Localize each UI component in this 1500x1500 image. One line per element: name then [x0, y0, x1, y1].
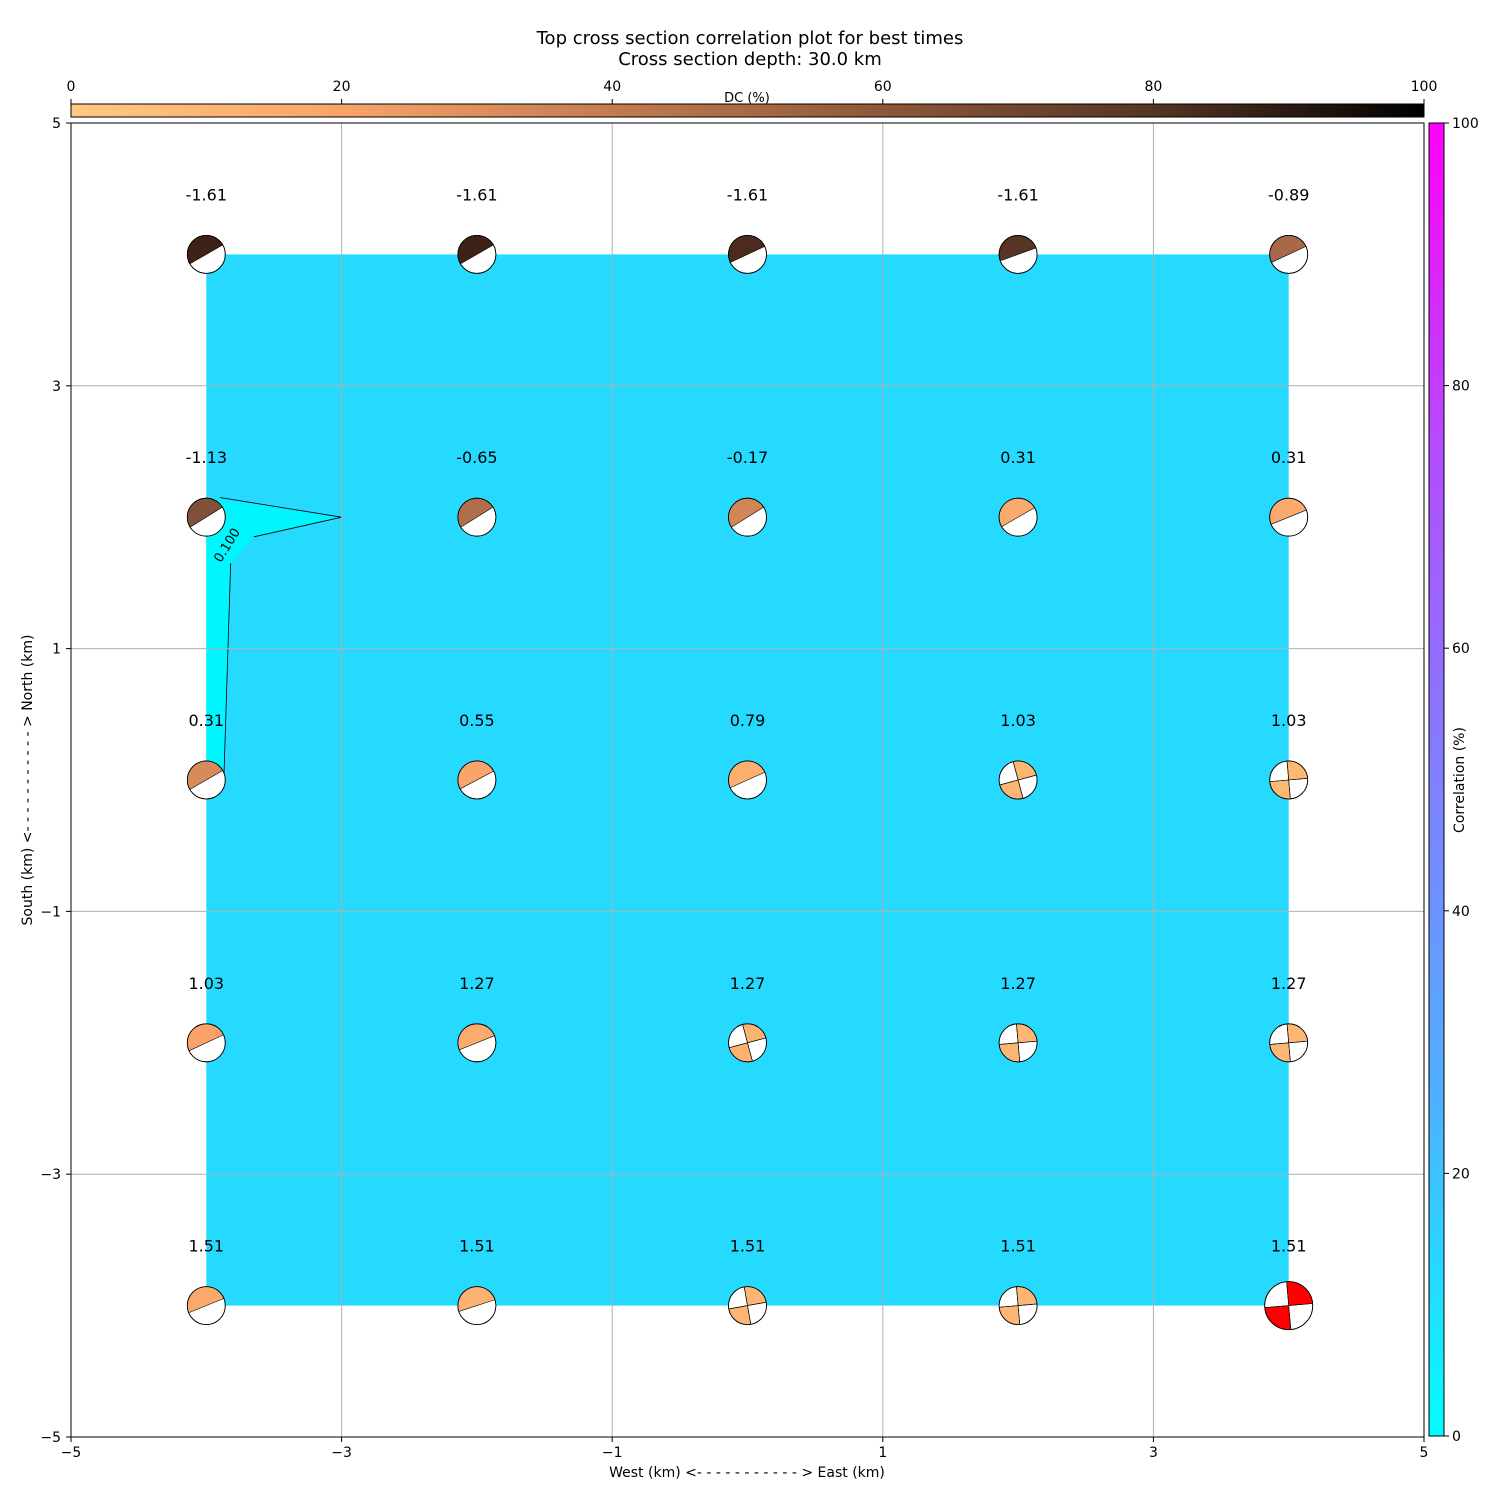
beachball	[1269, 760, 1309, 800]
beachball-value-label: -1.61	[456, 185, 497, 204]
dc-tick-label: 60	[874, 79, 892, 95]
beachball-value-label: -0.17	[727, 448, 768, 467]
axes-frame	[70, 122, 1425, 1438]
beachball-markers: -1.61 -1.61 -1.61 -1.61 -0.89 -1.13 -0.65 -0.17…	[186, 185, 1314, 1330]
beachball	[998, 1023, 1038, 1063]
y-tick-label: 5	[52, 116, 61, 132]
beachball	[186, 234, 226, 274]
beachball-value-label: -1.61	[186, 185, 227, 204]
beachball	[728, 760, 767, 800]
beachball	[457, 497, 497, 537]
y-tick-label: 1	[52, 642, 61, 658]
beachball-value-label: -1.61	[727, 185, 768, 204]
correlation-colorbar-label: Correlation (%)	[1452, 727, 1468, 833]
beachball	[457, 1286, 497, 1325]
beachball	[728, 1023, 767, 1063]
beachball	[457, 234, 497, 274]
beachball-value-label: 0.55	[459, 711, 495, 730]
y-tick-label: −3	[40, 1167, 61, 1183]
beachball	[1269, 234, 1309, 274]
dc-colorbar-label: DC (%)	[724, 91, 770, 106]
dc-colorbar: 0 20 40 60 80 100 DC (%)	[67, 79, 1438, 118]
beachball-value-label: -0.65	[456, 448, 497, 467]
beachball	[1264, 1281, 1314, 1330]
dc-tick-label: 40	[603, 79, 621, 95]
correlation-tick-label: 60	[1452, 641, 1470, 657]
x-tick-label: −5	[61, 1445, 82, 1461]
beachball-value-label: 0.79	[730, 711, 766, 730]
chart-subtitle: Cross section depth: 30.0 km	[618, 49, 882, 70]
dc-tick-label: 100	[1411, 79, 1438, 95]
beachball-value-label: 1.03	[188, 974, 224, 993]
y-tick-label: 3	[52, 379, 61, 395]
beachball-value-label: 1.51	[730, 1237, 766, 1256]
x-axis-label: West (km) <- - - - - - - - - - - > East …	[609, 1465, 885, 1481]
dc-colorbar-gradient	[70, 103, 1425, 118]
beachball	[998, 1286, 1038, 1325]
chart-title: Top cross section correlation plot for b…	[536, 28, 964, 49]
x-tick-label: −1	[602, 1445, 623, 1461]
x-tick-label: 1	[878, 1445, 887, 1461]
beachball-value-label: 0.31	[188, 711, 224, 730]
dc-tick-label: 0	[67, 79, 76, 95]
beachball	[998, 760, 1038, 800]
beachball-value-label: 1.27	[1000, 974, 1036, 993]
x-tick-label: 5	[1420, 1445, 1429, 1461]
beachball-value-label: 1.27	[730, 974, 766, 993]
correlation-tick-label: 40	[1452, 904, 1470, 920]
x-tick-label: 3	[1149, 1445, 1158, 1461]
beachball	[1269, 1023, 1309, 1063]
beachball-value-label: 1.03	[1271, 711, 1307, 730]
beachball	[186, 1023, 226, 1063]
beachball-value-label: 1.51	[1000, 1237, 1036, 1256]
beachball-value-label: 1.51	[1271, 1237, 1307, 1256]
beachball	[728, 497, 767, 537]
correlation-colorbar-gradient	[1428, 122, 1445, 1437]
beachball-value-label: 0.31	[1271, 448, 1307, 467]
beachball	[728, 234, 767, 274]
beachball-value-label: 1.27	[459, 974, 495, 993]
beachball-value-label: -0.89	[1268, 185, 1309, 204]
x-tick-label: −3	[331, 1445, 352, 1461]
y-tick-label: −1	[40, 904, 61, 920]
y-axis-label: South (km) <- - - - - - - - - - - > Nort…	[20, 635, 36, 926]
grid-lines	[71, 123, 1424, 1437]
beachball	[998, 234, 1038, 274]
correlation-tick-label: 0	[1452, 1429, 1461, 1445]
beachball-value-label: 0.31	[1000, 448, 1036, 467]
beachball	[457, 1023, 497, 1063]
beachball	[457, 760, 497, 800]
beachball-value-label: 1.03	[1000, 711, 1036, 730]
dc-tick-label: 80	[1144, 79, 1162, 95]
beachball	[186, 497, 226, 537]
correlation-tick-label: 80	[1452, 379, 1470, 395]
beachball	[1269, 497, 1309, 537]
beachball-value-label: 1.27	[1271, 974, 1307, 993]
beachball-value-label: 1.51	[459, 1237, 495, 1256]
beachball-value-label: -1.13	[186, 448, 227, 467]
dc-tick-label: 20	[333, 79, 351, 95]
y-tick-label: −5	[40, 1430, 61, 1446]
beachball	[728, 1286, 767, 1325]
correlation-tick-label: 100	[1452, 116, 1479, 132]
beachball	[998, 497, 1038, 537]
beachball	[186, 1286, 226, 1325]
beachball-value-label: 1.51	[188, 1237, 224, 1256]
beachball	[186, 760, 226, 800]
beachball-value-label: -1.61	[997, 185, 1038, 204]
correlation-colorbar: 0 20 40 60 80 100 Correlation (%)	[1428, 116, 1479, 1445]
correlation-tick-label: 20	[1452, 1166, 1470, 1182]
